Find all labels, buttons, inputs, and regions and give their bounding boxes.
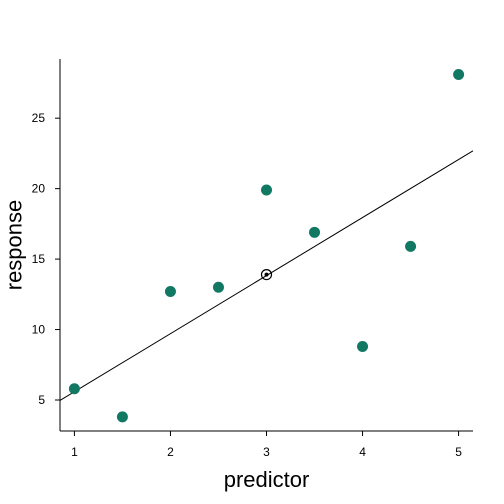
data-point: [116, 411, 128, 423]
x-tick-label: 3: [263, 445, 270, 459]
y-tick-label: 5: [38, 393, 45, 407]
y-ticks: 5 10 15 20 25: [32, 111, 60, 407]
axes: 1 2 3 4 5 5 10 15 20 25: [32, 59, 473, 459]
y-tick-label: 25: [32, 111, 46, 125]
y-tick-label: 10: [32, 323, 46, 337]
data-point: [453, 69, 465, 80]
data-point: [309, 226, 321, 238]
data-point: [164, 286, 176, 297]
x-tick-label: 1: [71, 445, 78, 459]
data-point: [405, 240, 417, 252]
mean-point-dot: [264, 272, 269, 277]
x-tick-label: 4: [359, 445, 366, 459]
x-ticks: 1 2 3 4 5: [71, 431, 462, 459]
data-point: [68, 383, 80, 395]
data-points: [68, 69, 465, 423]
y-tick-label: 20: [32, 182, 46, 196]
x-tick-label: 2: [167, 445, 174, 459]
y-axis-label: response: [2, 200, 27, 291]
data-point: [261, 184, 272, 196]
y-tick-label: 15: [32, 252, 46, 266]
mean-point-marker: [260, 268, 273, 281]
data-point: [212, 281, 224, 293]
data-point: [357, 340, 369, 352]
x-axis-label: predictor: [224, 467, 310, 492]
x-tick-label: 5: [455, 445, 462, 459]
mean-point-ring: [260, 268, 273, 281]
